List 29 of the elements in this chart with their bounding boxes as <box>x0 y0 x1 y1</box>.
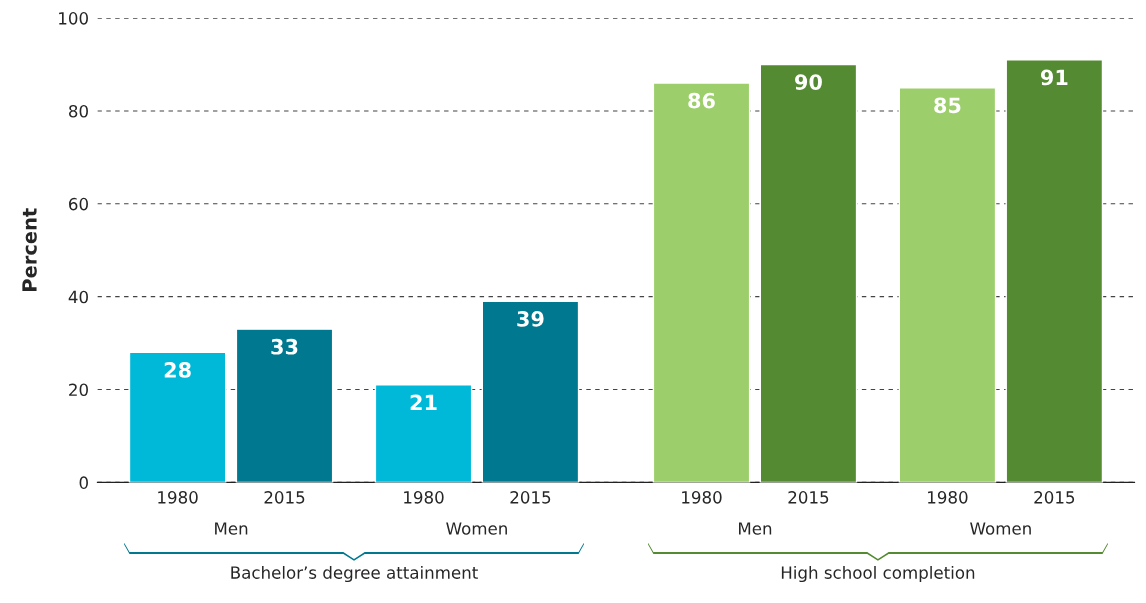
x-tick-label: 2015 <box>510 491 551 504</box>
text: High school completion <box>781 565 975 583</box>
y-tick-label: 20 <box>69 383 88 397</box>
text: Bachelor’s degree attainment <box>231 565 478 583</box>
text: Men <box>215 522 248 535</box>
y-tick-label: 40 <box>68 290 88 304</box>
x-tick-label: 2015 <box>788 491 829 504</box>
data-label: 33 <box>271 338 298 355</box>
x-tick-label: 2015 <box>264 491 305 504</box>
data-label: 91 <box>1040 69 1068 86</box>
data-label: 21 <box>410 394 437 411</box>
y-axis-title: Percent <box>22 208 37 291</box>
data-label: 90 <box>795 74 822 90</box>
y-tick-label: 100 <box>59 12 88 25</box>
x-tick-label: 1980 <box>158 491 198 504</box>
x-tick-label: 1980 <box>404 491 444 504</box>
x-tick-label: 1980 <box>928 491 968 504</box>
x-tick-label: 1980 <box>682 491 722 504</box>
data-label: 39 <box>517 310 544 327</box>
y-tick-label: 80 <box>69 104 88 118</box>
text: Men <box>739 522 772 535</box>
text: Women <box>970 522 1031 535</box>
data-label: 85 <box>934 97 961 114</box>
y-tick-label: 60 <box>69 197 88 211</box>
data-label: 28 <box>164 362 191 378</box>
x-tick-label: 2015 <box>1034 491 1075 504</box>
data-label: 86 <box>688 92 715 109</box>
y-tick-label: 0 <box>79 476 88 489</box>
text: Women <box>446 522 507 535</box>
